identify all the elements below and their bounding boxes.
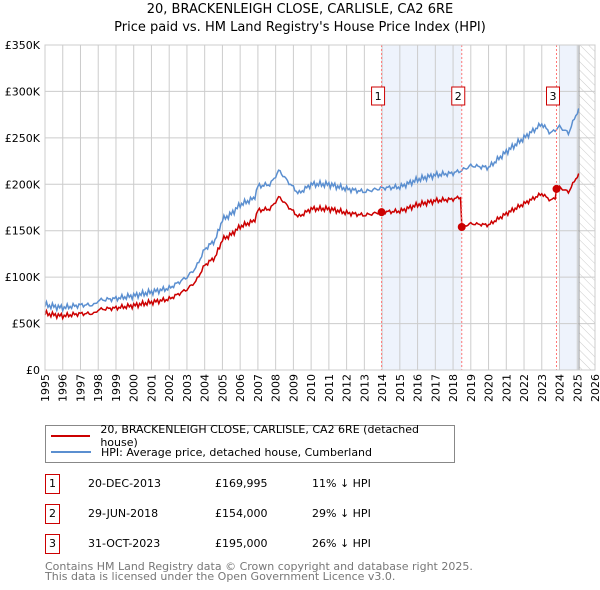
sale-hpi-diff: 11% ↓ HPI — [312, 477, 371, 490]
x-tick-label: 1995 — [39, 374, 52, 402]
x-tick-label: 2014 — [376, 374, 389, 402]
x-tick-label: 2010 — [305, 374, 318, 402]
footer-line-1: Contains HM Land Registry data © Crown c… — [45, 560, 473, 573]
x-tick-label: 1996 — [57, 374, 70, 402]
sale-row: 3 31-OCT-2023 £195,000 26% ↓ HPI — [45, 534, 465, 554]
y-tick-label: £200K — [5, 178, 41, 191]
sale-number-badge: 1 — [45, 474, 60, 494]
x-tick-label: 2011 — [323, 374, 336, 402]
x-tick-label: 2015 — [394, 374, 407, 402]
sale-price: £195,000 — [215, 537, 268, 550]
y-tick-label: £300K — [5, 85, 41, 98]
shaded-range — [381, 45, 462, 370]
sale-hpi-diff: 26% ↓ HPI — [312, 537, 371, 550]
legend-swatch-hpi — [51, 451, 91, 453]
x-tick-label: 2026 — [589, 374, 600, 402]
sale-date: 20-DEC-2013 — [88, 477, 162, 490]
sale-date: 29-JUN-2018 — [88, 507, 159, 520]
x-tick-label: 2008 — [270, 374, 283, 402]
x-tick-label: 1997 — [74, 374, 87, 402]
sale-hpi-diff: 29% ↓ HPI — [312, 507, 371, 520]
sale-badge-label: 2 — [455, 90, 462, 103]
x-tick-label: 2018 — [447, 374, 460, 402]
price-line — [44, 173, 580, 321]
x-tick-label: 2023 — [536, 374, 549, 402]
sale-price: £169,995 — [215, 477, 268, 490]
x-tick-label: 2025 — [571, 374, 584, 402]
x-tick-label: 2004 — [199, 374, 212, 402]
plot-area: 1995 1996 1997 1998 1999 2000 2001 2002 2003 2004… — [5, 39, 600, 402]
projection-hatch — [579, 45, 595, 370]
x-tick-label: 2024 — [554, 374, 567, 402]
sale-row: 1 20-DEC-2013 £169,995 11% ↓ HPI — [45, 474, 465, 494]
x-tick-label: 2007 — [252, 374, 265, 402]
sale-badge — [371, 86, 386, 106]
sale-date: 31-OCT-2023 — [88, 537, 161, 550]
chart-title: 20, BRACKENLEIGH CLOSE, CARLISLE, CA2 6R… — [146, 2, 454, 17]
x-tick-label: 1999 — [110, 374, 123, 402]
legend: 20, BRACKENLEIGH CLOSE, CARLISLE, CA2 6R… — [45, 423, 455, 463]
sale-number-badge: 3 — [45, 534, 60, 554]
x-tick-label: 2002 — [163, 374, 176, 402]
x-tick-label: 2005 — [216, 374, 229, 402]
x-tick-label: 2000 — [128, 374, 141, 402]
x-tick-label: 2012 — [341, 374, 354, 402]
sale-point — [377, 208, 386, 217]
shaded-range — [559, 45, 580, 370]
x-tick-label: 2013 — [358, 374, 371, 402]
legend-label-hpi: HPI: Average price, detached house, Cumb… — [101, 445, 373, 459]
y-tick-label: £350K — [5, 39, 41, 52]
sale-badge — [546, 86, 560, 106]
sale-point — [457, 223, 466, 231]
y-tick-label: £250K — [5, 132, 41, 145]
y-tick-label: £0 — [26, 364, 40, 377]
x-tick-label: 1998 — [92, 374, 105, 402]
footer-line-2: This data is licensed under the Open Gov… — [45, 570, 396, 583]
sale-number-badge: 2 — [45, 504, 60, 524]
sale-badge — [451, 86, 466, 106]
x-tick-label: 2009 — [287, 374, 300, 402]
legend-swatch-price — [51, 435, 91, 437]
x-tick-label: 2003 — [181, 374, 194, 402]
sale-point — [552, 184, 561, 193]
x-tick-label: 2020 — [483, 374, 496, 402]
x-tick-label: 2017 — [429, 374, 442, 402]
sale-price: £154,000 — [215, 507, 268, 520]
sale-badge-label: 3 — [550, 90, 557, 103]
sale-badge-label: 1 — [375, 90, 382, 103]
hpi-line — [44, 108, 580, 314]
x-tick-label: 2019 — [465, 374, 478, 402]
chart-subtitle: Price paid vs. HM Land Registry's House … — [114, 20, 486, 35]
sale-row: 2 29-JUN-2018 £154,000 29% ↓ HPI — [45, 504, 465, 524]
x-tick-label: 2022 — [518, 374, 531, 402]
legend-label-price: 20, BRACKENLEIGH CLOSE, CARLISLE, CA2 6R… — [100, 423, 420, 449]
plot-border — [44, 44, 596, 371]
x-tick-label: 2016 — [412, 374, 425, 402]
y-tick-label: £100K — [5, 271, 41, 284]
x-tick-label: 2001 — [145, 374, 158, 402]
y-tick-label: £50K — [12, 318, 41, 331]
x-tick-label: 2006 — [234, 374, 247, 402]
x-tick-label: 2021 — [500, 374, 513, 402]
y-tick-label: £150K — [5, 225, 41, 238]
